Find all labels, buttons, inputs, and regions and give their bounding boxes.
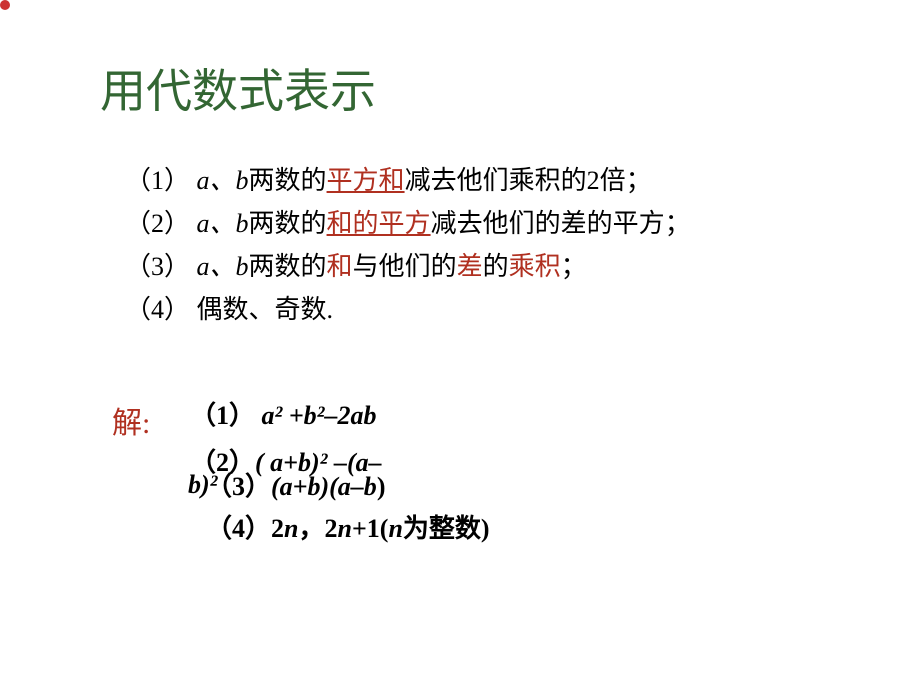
p2-vars: a、b bbox=[190, 209, 249, 238]
p3-vars: a、b bbox=[190, 252, 249, 281]
problem-1: （1） a、b两数的平方和减去他们乘积的2倍； bbox=[125, 160, 691, 203]
p3-m3: 的 bbox=[483, 252, 509, 281]
a4-p3: +1( bbox=[352, 514, 388, 543]
p2-m1: 两数的 bbox=[249, 209, 327, 238]
a1-rest: –2ab bbox=[324, 401, 376, 430]
p1-m2: 减去他们乘积的2倍； bbox=[405, 166, 652, 195]
a3-close: ) bbox=[377, 472, 386, 501]
solution-label: 解: bbox=[112, 398, 150, 442]
p1-num: （1） bbox=[125, 166, 190, 195]
a4-n2: n bbox=[338, 514, 352, 543]
a3-e: (a+b)(a–b bbox=[271, 472, 377, 501]
a4-p1: 2 bbox=[271, 514, 284, 543]
a4-comma: ， bbox=[298, 514, 324, 543]
p4-num: （4） bbox=[125, 295, 190, 324]
p3-r3: 乘积 bbox=[509, 252, 561, 281]
problem-2: （2） a、b两数的和的平方减去他们的差的平方； bbox=[125, 203, 691, 246]
a3-num: （3） bbox=[206, 472, 271, 501]
problem-4: （4） 偶数、奇数. bbox=[125, 289, 691, 332]
a1-plus: + bbox=[282, 401, 303, 430]
p2-m2: 减去他们的差的平方； bbox=[431, 209, 691, 238]
a1-b: b bbox=[304, 401, 317, 430]
p1-m1: 两数的 bbox=[249, 166, 327, 195]
answer-1: （1） a² +b²–2ab bbox=[190, 395, 490, 432]
p1-red: 平方和 bbox=[327, 166, 405, 195]
p2-red: 和的平方 bbox=[327, 209, 431, 238]
bullet-dot bbox=[0, 0, 10, 10]
p3-m1: 两数的 bbox=[249, 252, 327, 281]
answer-3: （3）(a+b)(a–b) bbox=[206, 466, 385, 503]
a4-p2: 2 bbox=[325, 514, 338, 543]
p3-tail: ； bbox=[561, 252, 587, 281]
problem-list: （1） a、b两数的平方和减去他们乘积的2倍； （2） a、b两数的和的平方减去… bbox=[125, 160, 691, 332]
a4-num: （4） bbox=[206, 514, 271, 543]
answers: （1） a² +b²–2ab （2）( a+b)² –(a– b)² （3）(a… bbox=[190, 395, 490, 555]
a1-num: （1） bbox=[190, 401, 255, 430]
a4-n3: n bbox=[388, 514, 402, 543]
p2-num: （2） bbox=[125, 209, 190, 238]
p1-vars: a、b bbox=[190, 166, 249, 195]
a4-zh: 为整数) bbox=[403, 514, 490, 543]
p3-r1: 和 bbox=[327, 252, 353, 281]
problem-3: （3） a、b两数的和与他们的差的乘积； bbox=[125, 246, 691, 289]
p3-r2: 差 bbox=[457, 252, 483, 281]
p3-num: （3） bbox=[125, 252, 190, 281]
p4-text: 偶数、奇数. bbox=[190, 295, 333, 324]
answer-4: （4）2n，2n+1(n为整数) bbox=[206, 508, 490, 545]
a1-a: a bbox=[255, 401, 275, 430]
p3-m2: 与他们的 bbox=[353, 252, 457, 281]
page-title: 用代数式表示 bbox=[100, 55, 376, 121]
a4-n1: n bbox=[284, 514, 298, 543]
answer-2-3-wrap: （2）( a+b)² –(a– b)² （3）(a+b)(a–b) bbox=[190, 442, 490, 502]
